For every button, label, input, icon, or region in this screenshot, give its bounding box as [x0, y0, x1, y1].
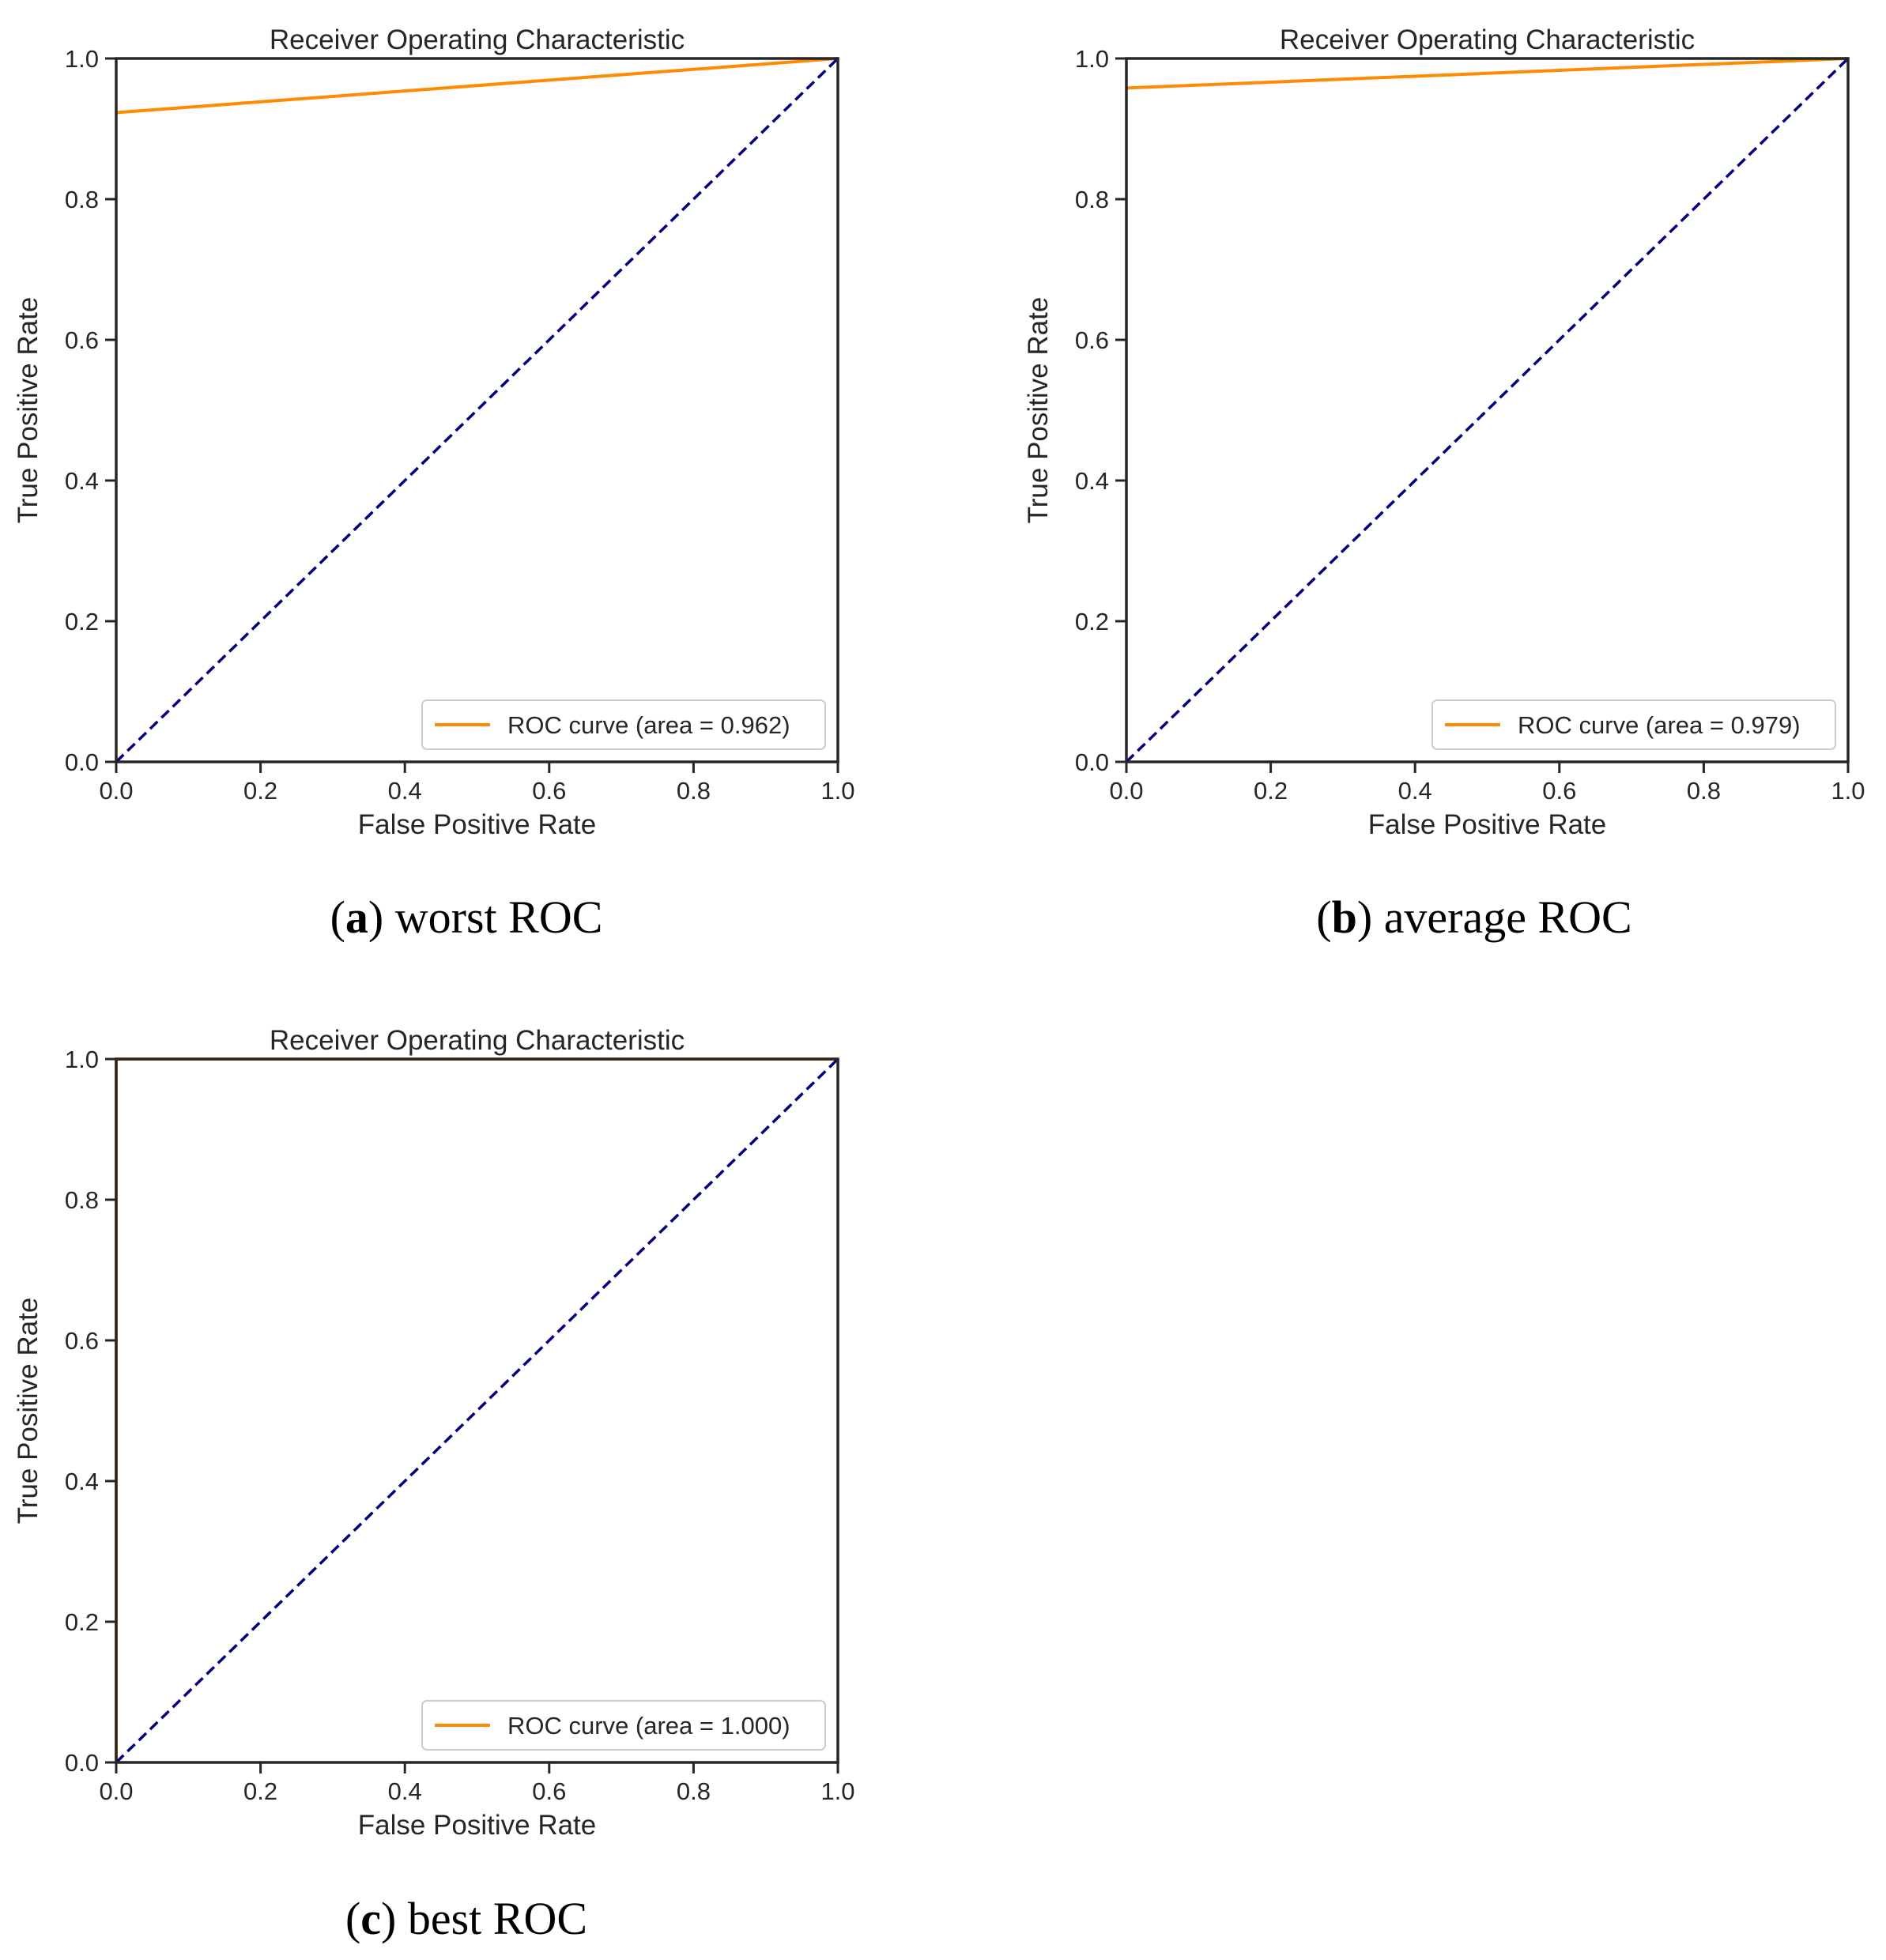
caption-text: average ROC: [1384, 891, 1632, 943]
y-tick-label: 0.6: [65, 326, 99, 354]
legend-label: ROC curve (area = 0.979): [1518, 711, 1801, 739]
chance-diagonal-line: [1125, 57, 1850, 763]
x-axis-label: False Positive Rate: [1368, 809, 1607, 840]
roc-panel-a: Receiver Operating Characteristic 0.0 0.2 0…: [13, 24, 855, 943]
caption-paren: ): [381, 1893, 408, 1944]
legend-box: [421, 1700, 826, 1751]
caption-paren: (: [330, 891, 345, 943]
subfigure-caption: (c) best ROC: [345, 1893, 587, 1944]
chart-title: Receiver Operating Characteristic: [1280, 24, 1695, 55]
x-tick-label: 0.6: [532, 777, 566, 805]
y-tick-label: 0.8: [1075, 186, 1109, 213]
plot-frame: [1125, 57, 1850, 763]
y-tick-label: 0.0: [65, 748, 99, 776]
caption-paren: (: [345, 1893, 360, 1944]
y-tick-label: 0.4: [65, 1468, 99, 1495]
y-tick-label: 0.4: [1075, 467, 1109, 495]
x-tick-label: 0.8: [677, 777, 711, 805]
y-tick-label: 0.6: [65, 1327, 99, 1355]
caption-letter: b: [1332, 891, 1357, 943]
y-tick-label: 0.2: [1075, 608, 1109, 635]
x-axis-label: False Positive Rate: [358, 809, 597, 840]
x-tick-label: 0.4: [388, 777, 422, 805]
caption-paren: ): [1357, 891, 1384, 943]
plot-frame: [115, 57, 839, 763]
x-tick-label: 0.4: [1398, 777, 1432, 805]
x-tick-label: 0.0: [99, 777, 133, 805]
x-tick-label: 0.4: [388, 1777, 422, 1805]
y-tick-label: 1.0: [65, 45, 99, 73]
y-tick-label: 0.0: [65, 1749, 99, 1777]
x-tick-label: 1.0: [820, 1777, 854, 1805]
x-tick-label: 0.6: [1542, 777, 1576, 805]
plot-frame: [115, 1057, 839, 1764]
y-tick-label: 0.8: [65, 186, 99, 213]
y-axis-label: True Positive Rate: [1023, 297, 1054, 524]
legend-box: [1431, 699, 1836, 750]
x-tick-label: 0.2: [243, 777, 277, 805]
y-tick-label: 0.0: [1075, 748, 1109, 776]
roc-curve-line: [115, 57, 839, 115]
chart-title: Receiver Operating Characteristic: [270, 1025, 685, 1056]
legend: ROC curve (area = 1.000): [421, 1700, 826, 1751]
roc-curve-line: [1126, 57, 1849, 90]
chance-diagonal-line: [115, 57, 839, 763]
legend: ROC curve (area = 0.962): [421, 699, 826, 750]
legend-box: [421, 699, 826, 750]
x-tick-label: 0.0: [99, 1777, 133, 1805]
subfigure-caption: (b) average ROC: [1316, 891, 1631, 943]
caption-text: worst ROC: [395, 891, 603, 943]
x-tick-label: 0.8: [677, 1777, 711, 1805]
x-tick-label: 0.2: [243, 1777, 277, 1805]
y-tick-label: 0.2: [65, 608, 99, 635]
x-tick-label: 0.2: [1254, 777, 1288, 805]
y-axis-label: True Positive Rate: [13, 297, 43, 524]
subfigure-caption: (a) worst ROC: [330, 891, 603, 943]
caption-text: best ROC: [408, 1893, 587, 1944]
roc-panel-c: Receiver Operating Characteristic 0.0 0.2 0…: [13, 1025, 855, 1944]
x-axis-label: False Positive Rate: [358, 1810, 597, 1841]
caption-letter: c: [360, 1893, 381, 1944]
x-tick-label: 0.8: [1687, 777, 1721, 805]
x-tick-label: 1.0: [1831, 777, 1865, 805]
y-tick-label: 0.2: [65, 1608, 99, 1636]
roc-panel-b: Receiver Operating Characteristic 0.0 0.2 0…: [1023, 24, 1865, 943]
chance-diagonal-line: [115, 1057, 839, 1764]
x-tick-label: 0.6: [532, 1777, 566, 1805]
y-tick-label: 0.6: [1075, 326, 1109, 354]
y-axis-label: True Positive Rate: [13, 1298, 43, 1525]
y-tick-label: 1.0: [1075, 45, 1109, 73]
caption-paren: ): [368, 891, 395, 943]
y-tick-label: 0.4: [65, 467, 99, 495]
y-tick-label: 0.8: [65, 1186, 99, 1214]
legend: ROC curve (area = 0.979): [1431, 699, 1836, 750]
x-tick-label: 0.0: [1109, 777, 1143, 805]
x-tick-label: 1.0: [820, 777, 854, 805]
legend-label: ROC curve (area = 0.962): [507, 711, 790, 739]
legend-label: ROC curve (area = 1.000): [507, 1712, 790, 1740]
y-tick-label: 1.0: [65, 1046, 99, 1073]
caption-letter: a: [345, 891, 368, 943]
caption-paren: (: [1316, 891, 1331, 943]
chart-title: Receiver Operating Characteristic: [270, 24, 685, 55]
